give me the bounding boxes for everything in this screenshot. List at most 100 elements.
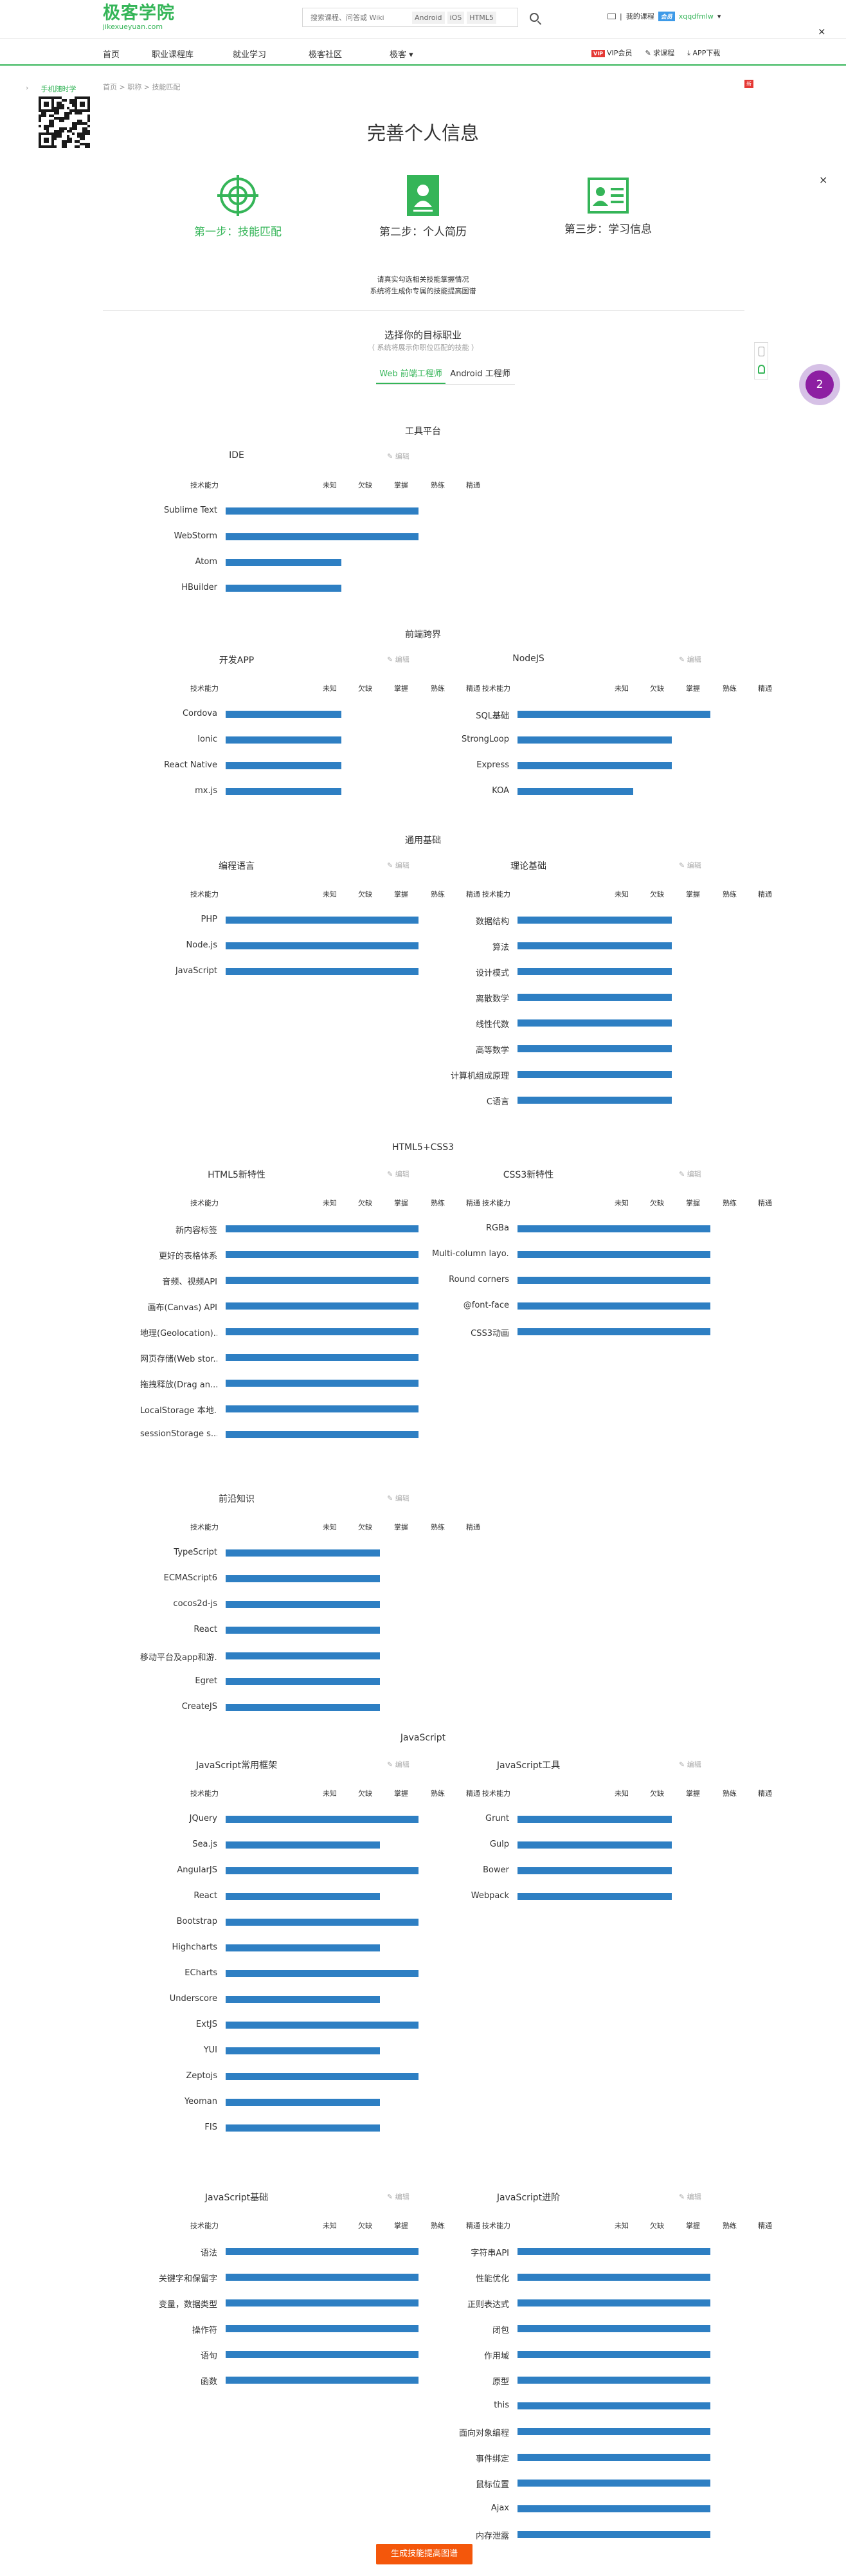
skill-level-bar[interactable] xyxy=(518,917,672,924)
skill-level-bar[interactable] xyxy=(226,917,419,924)
skill-row[interactable]: 线性代数 xyxy=(432,1016,721,1030)
skill-row[interactable]: Atom xyxy=(140,556,429,570)
skill-row[interactable]: 闭包 xyxy=(432,2322,721,2336)
skill-row[interactable]: JQuery xyxy=(140,1813,429,1827)
step-skill-match[interactable]: 第一步：技能匹配 xyxy=(174,175,302,239)
skill-row[interactable]: React xyxy=(140,1890,429,1904)
skill-row[interactable]: StrongLoop xyxy=(432,733,721,747)
skill-row[interactable]: Cordova xyxy=(140,708,429,722)
skill-level-bar[interactable] xyxy=(226,1919,419,1926)
skill-level-bar[interactable] xyxy=(518,1816,672,1823)
skill-level-bar[interactable] xyxy=(518,1302,710,1310)
skill-row[interactable]: 画布(Canvas) API xyxy=(140,1299,429,1313)
skill-level-bar[interactable] xyxy=(518,1841,672,1849)
skill-row[interactable]: HBuilder xyxy=(140,581,429,596)
skill-row[interactable]: 数据结构 xyxy=(432,913,721,927)
skill-row[interactable]: Ajax xyxy=(432,2502,721,2516)
skill-row[interactable]: Egret xyxy=(140,1675,429,1689)
skill-row[interactable]: 操作符 xyxy=(140,2322,429,2336)
skill-level-bar[interactable] xyxy=(226,1627,380,1634)
skill-level-bar[interactable] xyxy=(518,2428,710,2435)
skill-level-bar[interactable] xyxy=(226,1277,419,1284)
skill-level-bar[interactable] xyxy=(518,2248,710,2255)
skill-row[interactable]: Grunt xyxy=(432,1813,721,1827)
skill-level-bar[interactable] xyxy=(226,1996,380,2003)
skill-level-bar[interactable] xyxy=(226,2248,419,2255)
close-icon[interactable]: × xyxy=(819,174,828,186)
skill-row[interactable]: 函数 xyxy=(140,2373,429,2388)
skill-row[interactable]: 面向对象编程 xyxy=(432,2425,721,2439)
skill-row[interactable]: ECMAScript6 xyxy=(140,1572,429,1586)
edit-button[interactable]: ✎ 编辑 xyxy=(387,1493,410,1503)
skill-level-bar[interactable] xyxy=(518,1045,672,1052)
skill-row[interactable]: ExtJS xyxy=(140,2018,429,2032)
step-resume[interactable]: 第二步：个人简历 xyxy=(359,175,487,239)
skill-row[interactable]: Yeoman xyxy=(140,2096,429,2110)
skill-level-bar[interactable] xyxy=(518,1328,710,1335)
skill-row[interactable]: 事件绑定 xyxy=(432,2451,721,2465)
nav-vip[interactable]: VIP VIP会员 xyxy=(591,48,632,58)
search-tag-android[interactable]: Android xyxy=(412,11,445,24)
skill-row[interactable]: KOA xyxy=(432,785,721,799)
skill-row[interactable]: WebStorm xyxy=(140,530,429,544)
nav-more[interactable]: 极客 ▾ xyxy=(390,48,413,60)
skill-level-bar[interactable] xyxy=(226,1380,419,1387)
skill-row[interactable]: @font-face xyxy=(432,1299,721,1313)
skill-level-bar[interactable] xyxy=(226,968,419,975)
skill-row[interactable]: RGBa xyxy=(432,1222,721,1236)
skill-level-bar[interactable] xyxy=(518,1225,710,1232)
skill-row[interactable]: CSS3动画 xyxy=(432,1325,721,1339)
skill-row[interactable]: Bower xyxy=(432,1864,721,1878)
site-logo[interactable]: 极客学院 jikexueyuan.com xyxy=(103,3,175,31)
search-tag-html5[interactable]: HTML5 xyxy=(467,11,496,24)
skill-level-bar[interactable] xyxy=(226,1251,419,1258)
skill-level-bar[interactable] xyxy=(226,1893,380,1900)
chevron-right-icon[interactable]: › xyxy=(26,84,29,92)
skill-level-bar[interactable] xyxy=(518,942,672,949)
skill-level-bar[interactable] xyxy=(518,2480,710,2487)
skill-row[interactable]: 鼠标位置 xyxy=(432,2476,721,2490)
skill-row[interactable]: YUI xyxy=(140,2044,429,2058)
generate-map-button[interactable]: 生成技能提高图谱 xyxy=(376,2544,473,2564)
skill-level-bar[interactable] xyxy=(518,2402,710,2409)
skill-row[interactable]: 设计模式 xyxy=(432,965,721,979)
skill-level-bar[interactable] xyxy=(518,968,672,975)
skill-level-bar[interactable] xyxy=(518,2531,710,2538)
skill-row[interactable]: Ionic xyxy=(140,733,429,747)
skill-level-bar[interactable] xyxy=(226,2073,419,2080)
skill-row[interactable]: ECharts xyxy=(140,1967,429,1981)
mail-icon[interactable] xyxy=(608,13,616,19)
skill-row[interactable]: 更好的表格体系 xyxy=(140,1248,429,1262)
skill-level-bar[interactable] xyxy=(226,533,419,540)
skill-row[interactable]: JavaScript xyxy=(140,965,429,979)
skill-level-bar[interactable] xyxy=(226,1302,419,1310)
skill-level-bar[interactable] xyxy=(226,1549,380,1557)
skill-row[interactable]: SQL基础 xyxy=(432,708,721,722)
skill-row[interactable]: CreateJS xyxy=(140,1701,429,1715)
skill-level-bar[interactable] xyxy=(226,1841,380,1849)
skill-level-bar[interactable] xyxy=(518,994,672,1001)
chevron-down-icon[interactable]: ▾ xyxy=(717,12,721,21)
nav-community[interactable]: 极客社区 xyxy=(309,50,343,60)
skill-level-bar[interactable] xyxy=(226,711,341,718)
skill-level-bar[interactable] xyxy=(226,1601,380,1608)
skill-row[interactable]: Webpack xyxy=(432,1890,721,1904)
skill-level-bar[interactable] xyxy=(226,2325,419,2332)
nav-home[interactable]: 首页 xyxy=(103,50,120,60)
skill-level-bar[interactable] xyxy=(226,2124,380,2132)
skill-level-bar[interactable] xyxy=(518,788,633,795)
edit-button[interactable]: ✎ 编辑 xyxy=(679,1759,701,1769)
skill-level-bar[interactable] xyxy=(518,736,672,744)
step-study-info[interactable]: 第三步：学习信息 xyxy=(544,175,672,236)
notification-bubble[interactable]: 2 xyxy=(799,364,840,405)
skill-level-bar[interactable] xyxy=(226,2299,419,2307)
skill-level-bar[interactable] xyxy=(226,736,341,744)
skill-level-bar[interactable] xyxy=(518,1019,672,1027)
nav-app-download[interactable]: ⤓ APP下载 xyxy=(687,48,720,58)
skill-level-bar[interactable] xyxy=(226,2047,380,2054)
skill-row[interactable]: 算法 xyxy=(432,939,721,953)
skill-level-bar[interactable] xyxy=(226,762,341,769)
skill-level-bar[interactable] xyxy=(518,2274,710,2281)
nav-career-study[interactable]: 就业学习 xyxy=(233,50,267,60)
skill-level-bar[interactable] xyxy=(226,2274,419,2281)
